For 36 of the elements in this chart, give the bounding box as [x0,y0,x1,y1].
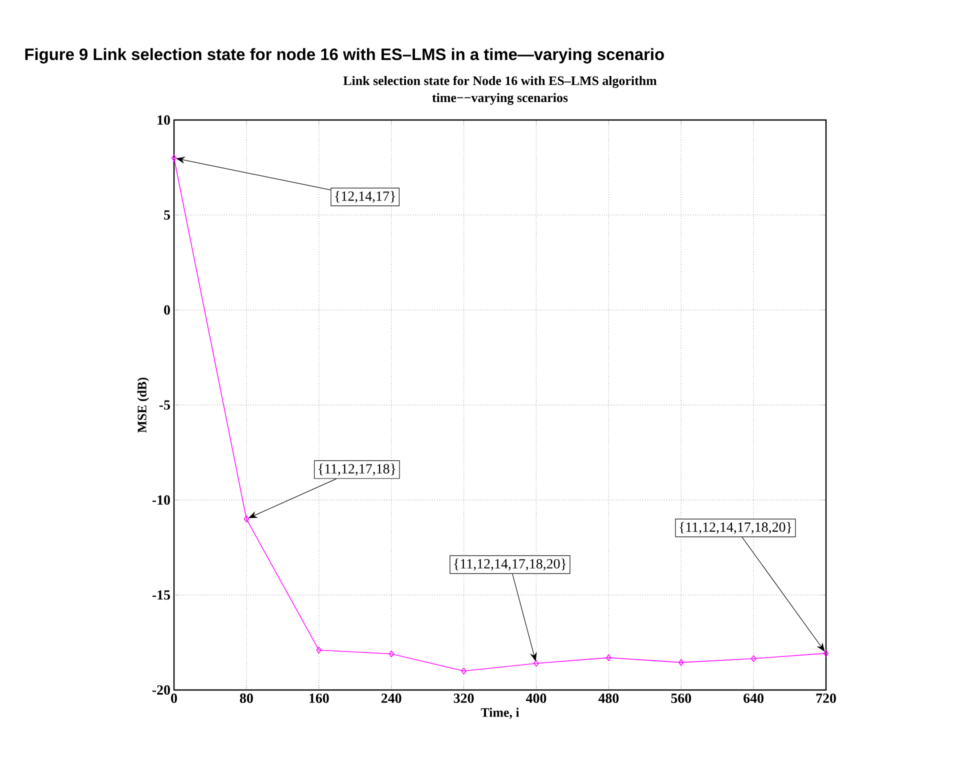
x-tick-label: 640 [744,694,764,703]
y-tick-label: -10 [152,495,170,505]
point [678,659,684,666]
point [534,660,539,667]
x-tick-label: 400 [526,694,546,703]
caption: Figure 9 Link selection state for node 16 with ES–LMS in a time—varying scenario [25,48,664,64]
point [388,650,394,658]
x-axis-title: Time, i [480,708,520,719]
y-axis-title: MSE (dB) [137,378,150,433]
annotation: {11,12,14,17,18,20} [454,558,566,571]
x-tick-label: 320 [454,694,474,703]
annotation: {11,12,14,17,18,20} [680,522,792,534]
point [750,655,756,662]
point [316,646,322,654]
x-tick-label: 80 [240,694,253,703]
y-tick-label: 0 [164,305,170,315]
x-tick-label: 720 [816,694,836,703]
point [244,516,250,522]
y-tick-label: -5 [159,400,170,410]
chart-title: Link selection state for Node 16 with ES–LMS algorithm [343,76,657,88]
annotation: {11,12,17,18} [318,464,396,476]
y-tick-label: 5 [164,210,170,220]
annotation: {12,14,17} [335,191,395,203]
x-tick-label: 160 [310,694,329,703]
chart-subtitle: time−−varying scenarios [432,93,568,105]
point [171,154,177,162]
point [823,650,829,657]
y-tick-label: -20 [152,685,170,695]
x-tick-label: 0 [171,694,177,703]
x-tick-label: 480 [598,694,619,703]
x-tick-label: 560 [671,694,692,703]
y-tick-label: -15 [152,590,170,600]
x-tick-label: 240 [381,694,402,703]
point [461,668,466,674]
y-tick-label: 10 [158,115,170,125]
point [606,654,612,662]
